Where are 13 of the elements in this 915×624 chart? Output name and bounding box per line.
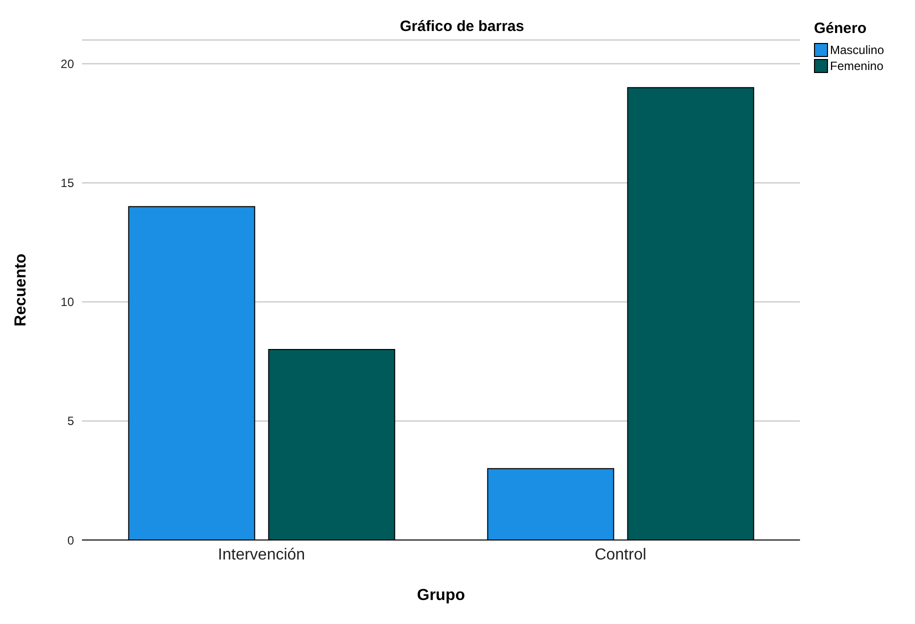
x-tick-label: Intervención: [218, 546, 306, 564]
y-tick-label: 10: [60, 295, 74, 310]
legend-label: Masculino: [830, 43, 884, 57]
x-axis-title: Grupo: [417, 587, 466, 604]
legend-label: Femenino: [830, 59, 884, 73]
y-tick-label: 15: [60, 176, 74, 190]
legend-title: Género: [814, 20, 868, 37]
x-tick-label: Control: [594, 546, 646, 564]
y-tick-label: 20: [60, 57, 74, 72]
y-tick-label: 5: [67, 414, 74, 428]
y-axis-title: Recuento: [12, 253, 30, 326]
y-tick-label: 0: [67, 533, 74, 548]
chart-title: Gráfico de barras: [400, 18, 524, 35]
